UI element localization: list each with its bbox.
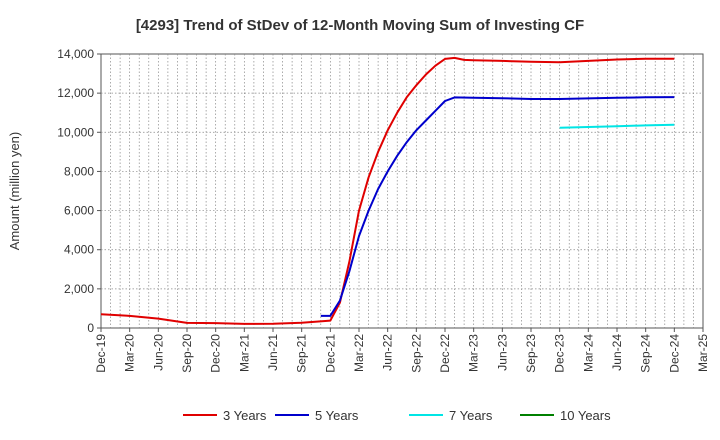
x-tick-label: Dec-24 [667,334,681,373]
y-tick-label: 12,000 [57,86,94,100]
x-tick-label: Jun-20 [151,334,165,371]
y-tick-label: 10,000 [57,125,94,139]
x-tick-label: Mar-20 [123,334,137,372]
grid-lines [101,54,703,328]
series-line-5-years [320,96,675,317]
plot-area [100,53,704,329]
x-tick-label: Mar-25 [696,334,710,372]
legend-label-3-years: 3 Years [223,408,267,423]
x-tick-label: Mar-24 [581,334,595,372]
x-tick-label: Jun-23 [495,334,509,371]
x-tick-label: Sep-21 [295,334,309,373]
y-tick-label: 8,000 [64,164,94,178]
x-tick-label: Dec-23 [553,334,567,373]
x-tick-label: Mar-23 [467,334,481,372]
y-axis-ticks: 0 2,000 4,000 6,000 8,000 10,000 12,000 14,000 [57,47,101,335]
x-tick-label: Dec-21 [323,334,337,373]
y-tick-label: 0 [87,321,94,335]
x-tick-label: Sep-20 [180,334,194,373]
x-tick-label: Sep-24 [639,334,653,373]
legend-label-5-years: 5 Years [315,408,359,423]
x-tick-label: Jun-21 [266,334,280,371]
x-tick-label: Mar-21 [237,334,251,372]
legend-label-7-years: 7 Years [449,408,493,423]
x-tick-label: Dec-22 [438,334,452,373]
legend: 3 Years 5 Years 7 Years 10 Years [183,408,611,423]
y-tick-label: 6,000 [64,204,94,218]
y-tick-label: 14,000 [57,47,94,61]
x-tick-label: Jun-24 [610,334,624,371]
y-tick-label: 2,000 [64,282,94,296]
x-tick-label: Sep-23 [524,334,538,373]
chart-title: [4293] Trend of StDev of 12-Month Moving… [136,17,584,34]
x-axis-ticks: Dec-19 Mar-20 Jun-20 Sep-20 Dec-20 Mar-21 Jun-… [94,328,710,373]
plot-border [100,53,704,329]
legend-label-10-years: 10 Years [560,408,611,423]
y-tick-label: 4,000 [64,243,94,257]
y-axis-label: Amount (million yen) [7,132,22,251]
x-tick-label: Mar-22 [352,334,366,372]
x-tick-label: Dec-19 [94,334,108,373]
x-tick-label: Sep-22 [409,334,423,373]
series-line-7-years [559,123,675,129]
series-line-3-years [100,56,675,325]
series-lines [100,56,675,325]
x-tick-label: Dec-20 [209,334,223,373]
x-tick-label: Jun-22 [381,334,395,371]
